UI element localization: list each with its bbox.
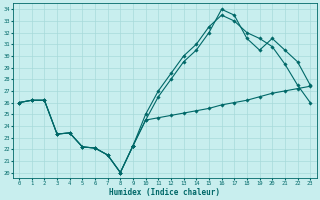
X-axis label: Humidex (Indice chaleur): Humidex (Indice chaleur) — [109, 188, 220, 197]
